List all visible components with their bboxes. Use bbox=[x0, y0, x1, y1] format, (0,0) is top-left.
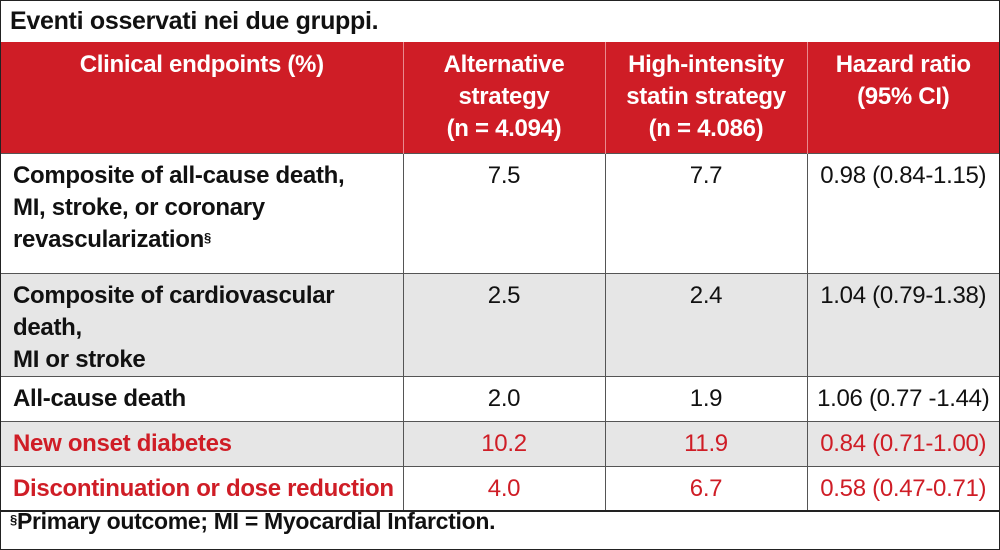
header-high-intensity-statin: High-intensity statin strategy (n = 4.08… bbox=[604, 42, 807, 153]
table-row-highlighted: New onset diabetes 10.2 11.9 0.84 (0.71-… bbox=[1, 420, 999, 467]
footnote-mark: § bbox=[10, 512, 17, 527]
high-intensity-value: 2.4 bbox=[604, 272, 808, 377]
alternative-value: 7.5 bbox=[402, 152, 606, 274]
alternative-value: 10.2 bbox=[402, 420, 606, 467]
table-row-highlighted: Discontinuation or dose reduction 4.0 6.… bbox=[1, 465, 999, 512]
high-intensity-value: 11.9 bbox=[604, 420, 808, 467]
primary-outcome-mark: § bbox=[204, 229, 211, 245]
high-intensity-value: 7.7 bbox=[604, 152, 808, 274]
table-row: Composite of all-cause death, MI, stroke… bbox=[1, 152, 999, 274]
endpoint-cell: Composite of all-cause death, MI, stroke… bbox=[1, 152, 404, 274]
alternative-value: 2.5 bbox=[402, 272, 606, 377]
high-intensity-value: 1.9 bbox=[604, 375, 808, 422]
table-row: All-cause death 2.0 1.9 1.06 (0.77 -1.44… bbox=[1, 375, 999, 422]
alternative-value: 4.0 bbox=[402, 465, 606, 512]
footnote-text: Primary outcome; MI = Myocardial Infarct… bbox=[16, 508, 496, 534]
table-caption: Eventi osservati nei due gruppi. bbox=[10, 7, 379, 35]
hazard-ratio-value: 0.84 (0.71-1.00) bbox=[806, 420, 999, 467]
endpoint-cell: New onset diabetes bbox=[1, 420, 404, 467]
header-alternative-strategy: Alternative strategy (n = 4.094) bbox=[402, 42, 605, 153]
endpoint-cell: All-cause death bbox=[1, 375, 404, 422]
endpoints-table: Clinical endpoints (%) Alternative strat… bbox=[1, 42, 999, 512]
alternative-value: 2.0 bbox=[402, 375, 606, 422]
hazard-ratio-value: 1.04 (0.79-1.38) bbox=[806, 272, 999, 377]
hazard-ratio-value: 1.06 (0.77 -1.44) bbox=[806, 375, 999, 422]
hazard-ratio-value: 0.98 (0.84-1.15) bbox=[806, 152, 999, 274]
endpoint-cell: Composite of cardiovascular death, MI or… bbox=[1, 272, 404, 377]
hazard-ratio-value: 0.58 (0.47-0.71) bbox=[806, 465, 999, 512]
table-row: Composite of cardiovascular death, MI or… bbox=[1, 272, 999, 377]
header-hazard-ratio: Hazard ratio (95% CI) bbox=[806, 42, 999, 153]
header-row: Clinical endpoints (%) Alternative strat… bbox=[1, 42, 999, 153]
header-clinical-endpoints: Clinical endpoints (%) bbox=[1, 42, 403, 153]
endpoint-cell: Discontinuation or dose reduction bbox=[1, 465, 404, 512]
table-footnote: §Primary outcome; MI = Myocardial Infarc… bbox=[10, 503, 495, 539]
high-intensity-value: 6.7 bbox=[604, 465, 808, 512]
